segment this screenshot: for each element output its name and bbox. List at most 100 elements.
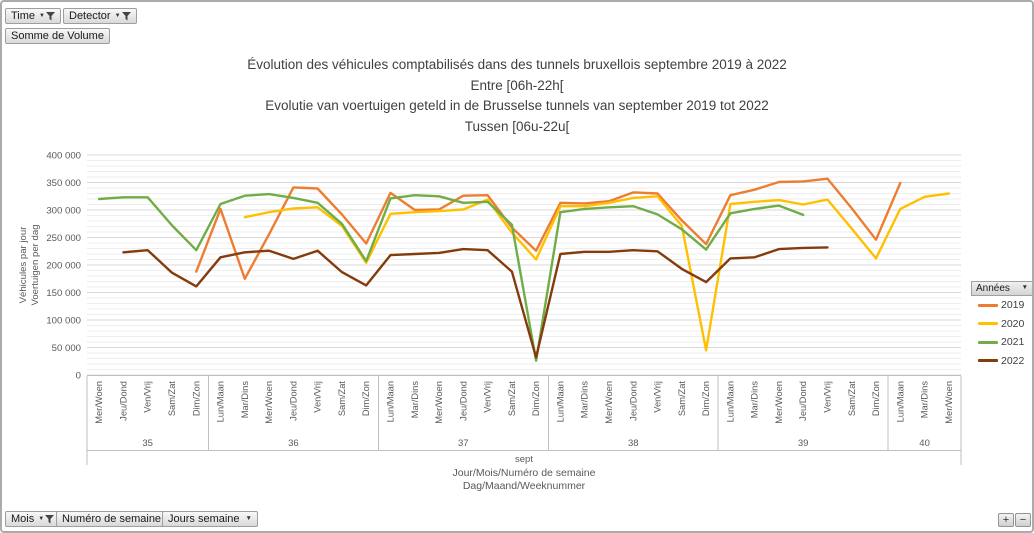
svg-text:Mar/Dins: Mar/Dins bbox=[920, 381, 930, 419]
svg-text:37: 37 bbox=[458, 438, 469, 449]
svg-text:38: 38 bbox=[628, 438, 639, 449]
filter-icon: ▼ bbox=[39, 11, 55, 21]
legend-items: 2019 2020 2021 2022 bbox=[971, 296, 1032, 371]
series-line-2019 bbox=[195, 177, 902, 280]
svg-text:400 000: 400 000 bbox=[46, 150, 81, 161]
legend-label: 2021 bbox=[1001, 336, 1025, 349]
legend-field-label: Années bbox=[976, 283, 1010, 294]
svg-text:Lun/Maan: Lun/Maan bbox=[216, 381, 226, 422]
numero-semaine-field-label: Numéro de semaine bbox=[62, 513, 162, 525]
svg-text:250 000: 250 000 bbox=[46, 233, 81, 244]
svg-text:Ven/Vrij: Ven/Vrij bbox=[653, 381, 663, 413]
svg-text:Sam/Zat: Sam/Zat bbox=[847, 381, 857, 417]
svg-text:Dim/Zon: Dim/Zon bbox=[531, 381, 541, 416]
legend-swatch bbox=[978, 303, 998, 307]
svg-text:Mer/Woen: Mer/Woen bbox=[604, 381, 614, 424]
svg-text:Dim/Zon: Dim/Zon bbox=[361, 381, 371, 416]
jours-semaine-field-label: Jours semaine bbox=[168, 513, 240, 525]
time-field-button[interactable]: Time ▼ bbox=[5, 8, 61, 24]
filter-icon: ▼ bbox=[115, 11, 131, 21]
svg-text:150 000: 150 000 bbox=[46, 288, 81, 299]
svg-text:Sam/Zat: Sam/Zat bbox=[167, 381, 177, 417]
chart-title-line-4: Tussen [06u-22u[ bbox=[464, 118, 570, 134]
legend-label: 2022 bbox=[1001, 354, 1025, 367]
x-axis-title-fr: Jour/Mois/Numéro de semaine bbox=[452, 467, 596, 479]
value-field-label: Somme de Volume bbox=[11, 30, 104, 42]
chart-title-line-3: Evolutie van voertuigen geteld in de Bru… bbox=[265, 98, 769, 113]
y-axis-title: Véhicules par jour Voertuigen per dag bbox=[18, 224, 41, 305]
svg-text:Dim/Zon: Dim/Zon bbox=[701, 381, 711, 416]
svg-text:100 000: 100 000 bbox=[46, 315, 81, 326]
chart-title-line-1: Évolution des véhicules comptabilisés da… bbox=[247, 57, 787, 72]
legend-item-2020: 2020 bbox=[971, 315, 1032, 334]
svg-text:Mer/Woen: Mer/Woen bbox=[944, 381, 954, 424]
time-field-label: Time bbox=[11, 10, 36, 22]
numero-semaine-field-button[interactable]: Numéro de semaine ▼ bbox=[56, 511, 188, 527]
svg-text:50 000: 50 000 bbox=[52, 343, 81, 354]
zoom-in-button[interactable]: + bbox=[998, 513, 1014, 527]
svg-text:Sam/Zat: Sam/Zat bbox=[337, 381, 347, 417]
category-axis bbox=[86, 375, 962, 465]
svg-text:Ven/Vrij: Ven/Vrij bbox=[822, 381, 832, 413]
svg-text:Ven/Vrij: Ven/Vrij bbox=[483, 381, 493, 413]
svg-text:Mer/Woen: Mer/Woen bbox=[774, 381, 784, 424]
svg-text:Jeu/Dond: Jeu/Dond bbox=[628, 381, 638, 421]
jours-semaine-field-button[interactable]: Jours semaine ▼ bbox=[162, 511, 258, 527]
mois-field-label: Mois bbox=[11, 513, 35, 525]
svg-text:350 000: 350 000 bbox=[46, 178, 81, 189]
day-labels: Mer/Woen Jeu/Dond Ven/Vrij Sam/Zat Dim/Zon Lu… bbox=[94, 381, 954, 424]
mois-field-button[interactable]: Mois ▼ bbox=[5, 511, 61, 527]
svg-text:Jeu/Dond: Jeu/Dond bbox=[798, 381, 808, 421]
legend-item-2022: 2022 bbox=[971, 352, 1032, 371]
svg-text:Mer/Woen: Mer/Woen bbox=[264, 381, 274, 424]
svg-text:Lun/Maan: Lun/Maan bbox=[555, 381, 565, 422]
series-line-2020 bbox=[243, 192, 951, 352]
week-number-labels: 35 36 37 38 39 40 bbox=[142, 438, 929, 449]
svg-text:Mer/Woen: Mer/Woen bbox=[94, 381, 104, 424]
svg-text:Mar/Dins: Mar/Dins bbox=[750, 381, 760, 419]
gridlines bbox=[87, 154, 961, 376]
detector-field-label: Detector bbox=[69, 10, 111, 22]
legend-swatch bbox=[978, 322, 998, 326]
svg-text:Mer/Woen: Mer/Woen bbox=[434, 381, 444, 424]
chart-title-line-2: Entre [06h-22h[ bbox=[470, 77, 564, 93]
svg-text:Jeu/Dond: Jeu/Dond bbox=[458, 381, 468, 421]
filter-icon: ▼ bbox=[38, 514, 55, 524]
legend-field-button[interactable]: Années ▼ bbox=[971, 281, 1032, 296]
legend-item-2021: 2021 bbox=[971, 333, 1032, 352]
svg-text:Ven/Vrij: Ven/Vrij bbox=[313, 381, 323, 413]
svg-text:Lun/Maan: Lun/Maan bbox=[385, 381, 395, 422]
svg-text:Voertuigen per dag: Voertuigen per dag bbox=[30, 224, 41, 305]
legend-swatch bbox=[978, 340, 998, 344]
svg-text:Sam/Zat: Sam/Zat bbox=[677, 381, 687, 417]
svg-text:40: 40 bbox=[919, 438, 930, 449]
svg-text:36: 36 bbox=[288, 438, 299, 449]
svg-text:Mar/Dins: Mar/Dins bbox=[410, 381, 420, 419]
svg-text:Dim/Zon: Dim/Zon bbox=[191, 381, 201, 416]
svg-text:Dim/Zon: Dim/Zon bbox=[871, 381, 881, 416]
legend-item-2019: 2019 bbox=[971, 296, 1032, 315]
month-group-label: sept bbox=[515, 454, 533, 465]
svg-text:Ven/Vrij: Ven/Vrij bbox=[143, 381, 153, 413]
y-axis-tick-labels: 0 50 000 100 000 150 000 200 000 250 000 300 0… bbox=[46, 150, 81, 381]
value-field-button[interactable]: Somme de Volume bbox=[5, 28, 110, 44]
svg-text:Jeu/Dond: Jeu/Dond bbox=[118, 381, 128, 421]
chart-title: Évolution des véhicules comptabilisés da… bbox=[2, 55, 1032, 137]
svg-text:Véhicules par jour: Véhicules par jour bbox=[18, 226, 29, 304]
legend-label: 2020 bbox=[1001, 317, 1025, 330]
svg-text:0: 0 bbox=[76, 370, 81, 381]
svg-text:300 000: 300 000 bbox=[46, 205, 81, 216]
detector-field-button[interactable]: Detector ▼ bbox=[63, 8, 137, 24]
svg-text:Sam/Zat: Sam/Zat bbox=[507, 381, 517, 417]
chevron-down-icon: ▼ bbox=[1021, 284, 1028, 292]
legend-label: 2019 bbox=[1001, 299, 1025, 312]
svg-text:35: 35 bbox=[142, 438, 153, 449]
svg-text:Mar/Dins: Mar/Dins bbox=[240, 381, 250, 419]
svg-text:39: 39 bbox=[798, 438, 809, 449]
x-axis-title-nl: Dag/Maand/Weeknummer bbox=[462, 480, 586, 492]
zoom-out-button[interactable]: − bbox=[1015, 513, 1031, 527]
svg-text:Lun/Maan: Lun/Maan bbox=[895, 381, 905, 422]
chevron-down-icon: ▼ bbox=[245, 514, 252, 522]
